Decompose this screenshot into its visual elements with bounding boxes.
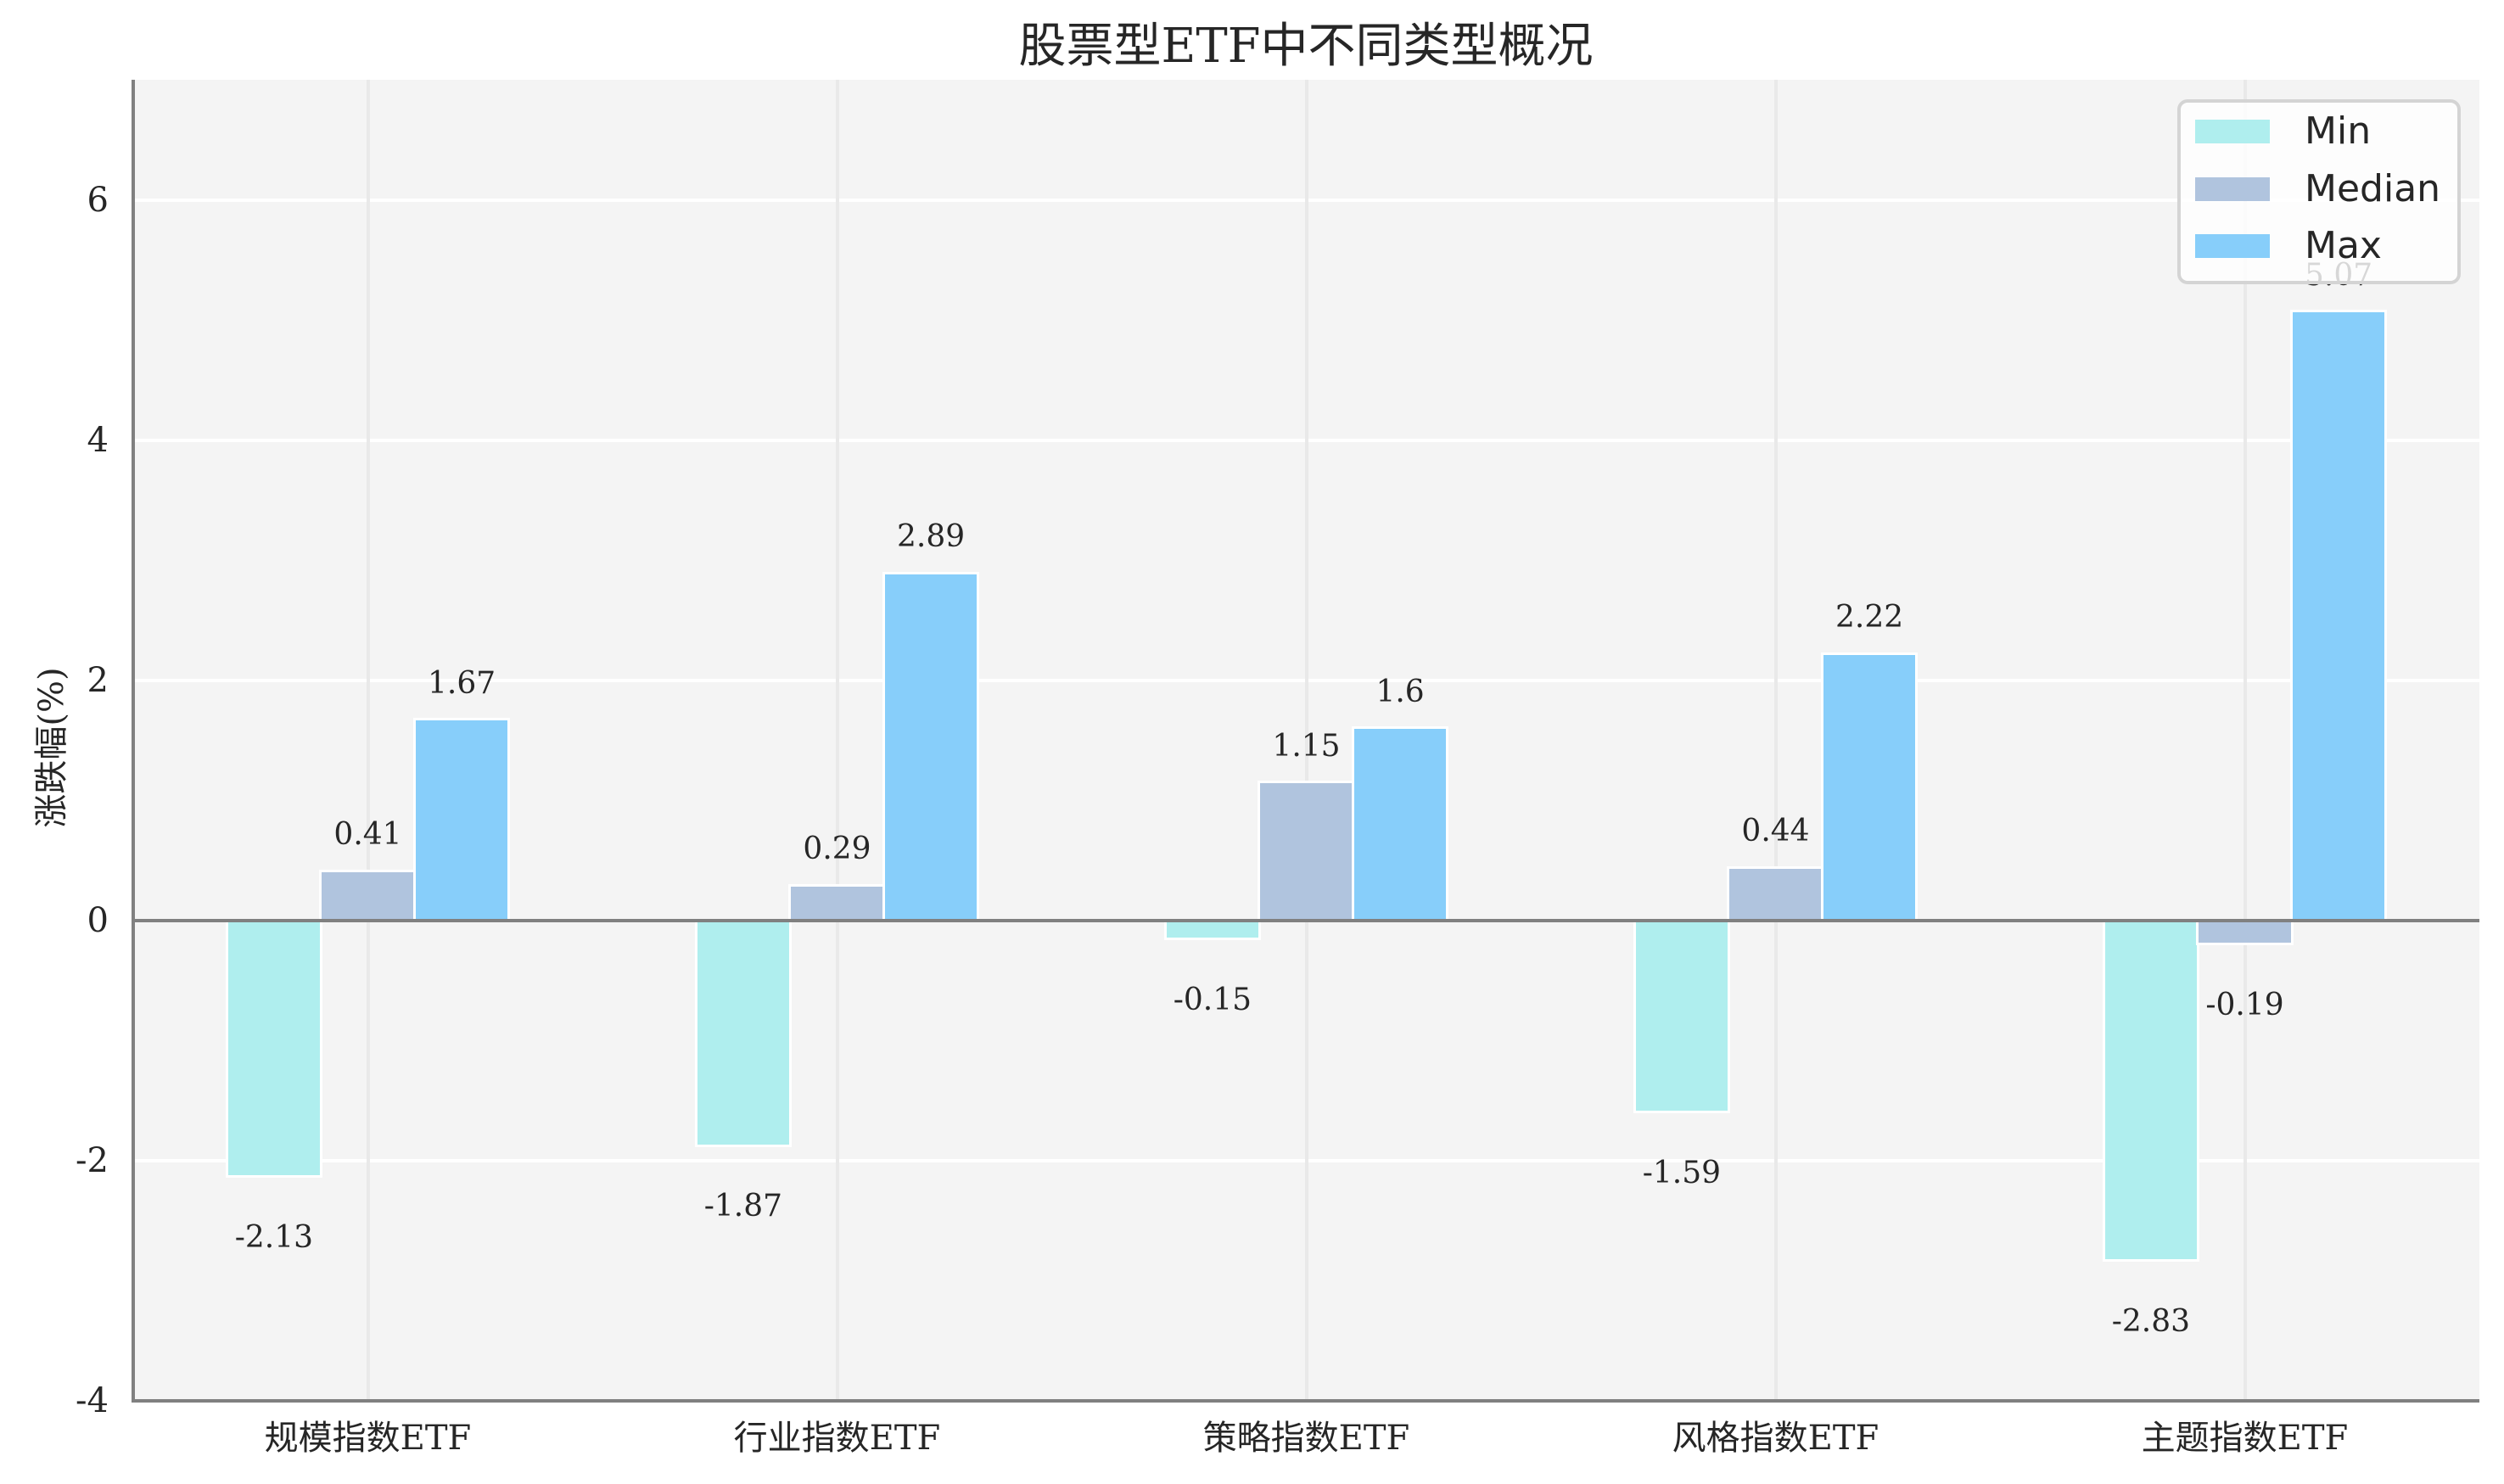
x-tick-label: 风格指数ETF	[1672, 1419, 1879, 1458]
bar-max	[2289, 310, 2388, 922]
gridline-vertical	[366, 80, 370, 1401]
data-label-min: -0.15	[1173, 982, 1252, 1017]
x-tick-label: 行业指数ETF	[733, 1419, 941, 1458]
y-tick-label: 4	[87, 420, 109, 460]
y-tick-label: -2	[76, 1140, 109, 1180]
chart-title: 股票型ETF中不同类型概况	[1018, 19, 1594, 74]
bar-min	[225, 918, 323, 1179]
legend-swatch-min-icon	[2195, 120, 2270, 143]
bar-max	[882, 571, 980, 922]
legend-swatch-median-icon	[2195, 177, 2270, 201]
data-label-max: 1.6	[1375, 674, 1425, 709]
data-label-min: -2.13	[234, 1220, 314, 1256]
data-label-max: 1.67	[428, 665, 496, 701]
plot-area: -2.13 -1.87 -0.15 -1.59 -2.83 0.41 0.29 1.15 0.4…	[133, 80, 2479, 1401]
data-label-min: -1.59	[1642, 1155, 1722, 1190]
legend: Min Median Max	[2177, 99, 2461, 284]
y-tick-label: 0	[87, 900, 109, 940]
y-tick-label: 6	[87, 180, 109, 220]
legend-label-min: Min	[2305, 109, 2372, 153]
x-tick-label: 策略指数ETF	[1202, 1419, 1410, 1458]
legend-label-median: Median	[2305, 167, 2441, 210]
y-tick-label: -4	[76, 1381, 109, 1420]
data-label-median: -0.19	[2205, 987, 2284, 1022]
left-spine	[132, 80, 135, 1403]
bar-max	[1351, 726, 1449, 922]
data-label-min: -1.87	[703, 1189, 783, 1224]
y-tick-label: 2	[87, 660, 109, 700]
data-label-max: 2.22	[1835, 600, 1904, 636]
zero-line	[133, 918, 2479, 922]
data-label-min: -2.83	[2111, 1304, 2191, 1340]
bar-min	[694, 918, 793, 1147]
gridline-vertical	[1304, 80, 1308, 1401]
legend-item-min: Min	[2181, 106, 2457, 157]
bar-max	[1820, 652, 1919, 922]
legend-item-median: Median	[2181, 164, 2457, 215]
legend-label-max: Max	[2305, 224, 2382, 267]
legend-swatch-max-icon	[2195, 234, 2270, 258]
x-tick-label: 主题指数ETF	[2141, 1419, 2349, 1458]
bar-median	[788, 883, 886, 922]
data-label-max: 2.89	[897, 519, 966, 555]
gridline-vertical	[835, 80, 839, 1401]
gridline-vertical	[1773, 80, 1778, 1401]
bottom-spine	[132, 1399, 2479, 1403]
bar-min	[1633, 918, 1731, 1113]
data-label-median: 0.44	[1741, 814, 1810, 849]
bar-median	[319, 869, 417, 922]
bar-median	[1727, 865, 1824, 922]
bar-median	[1258, 781, 1355, 922]
gridline-vertical	[2243, 80, 2247, 1401]
x-tick-label: 规模指数ETF	[264, 1419, 472, 1458]
legend-item-max: Max	[2181, 221, 2457, 272]
bar-median	[2196, 918, 2294, 945]
bar-min	[2102, 918, 2200, 1263]
data-label-median: 0.29	[803, 832, 871, 867]
bar-max	[412, 718, 511, 922]
data-label-median: 1.15	[1272, 728, 1341, 764]
data-label-median: 0.41	[333, 817, 402, 853]
